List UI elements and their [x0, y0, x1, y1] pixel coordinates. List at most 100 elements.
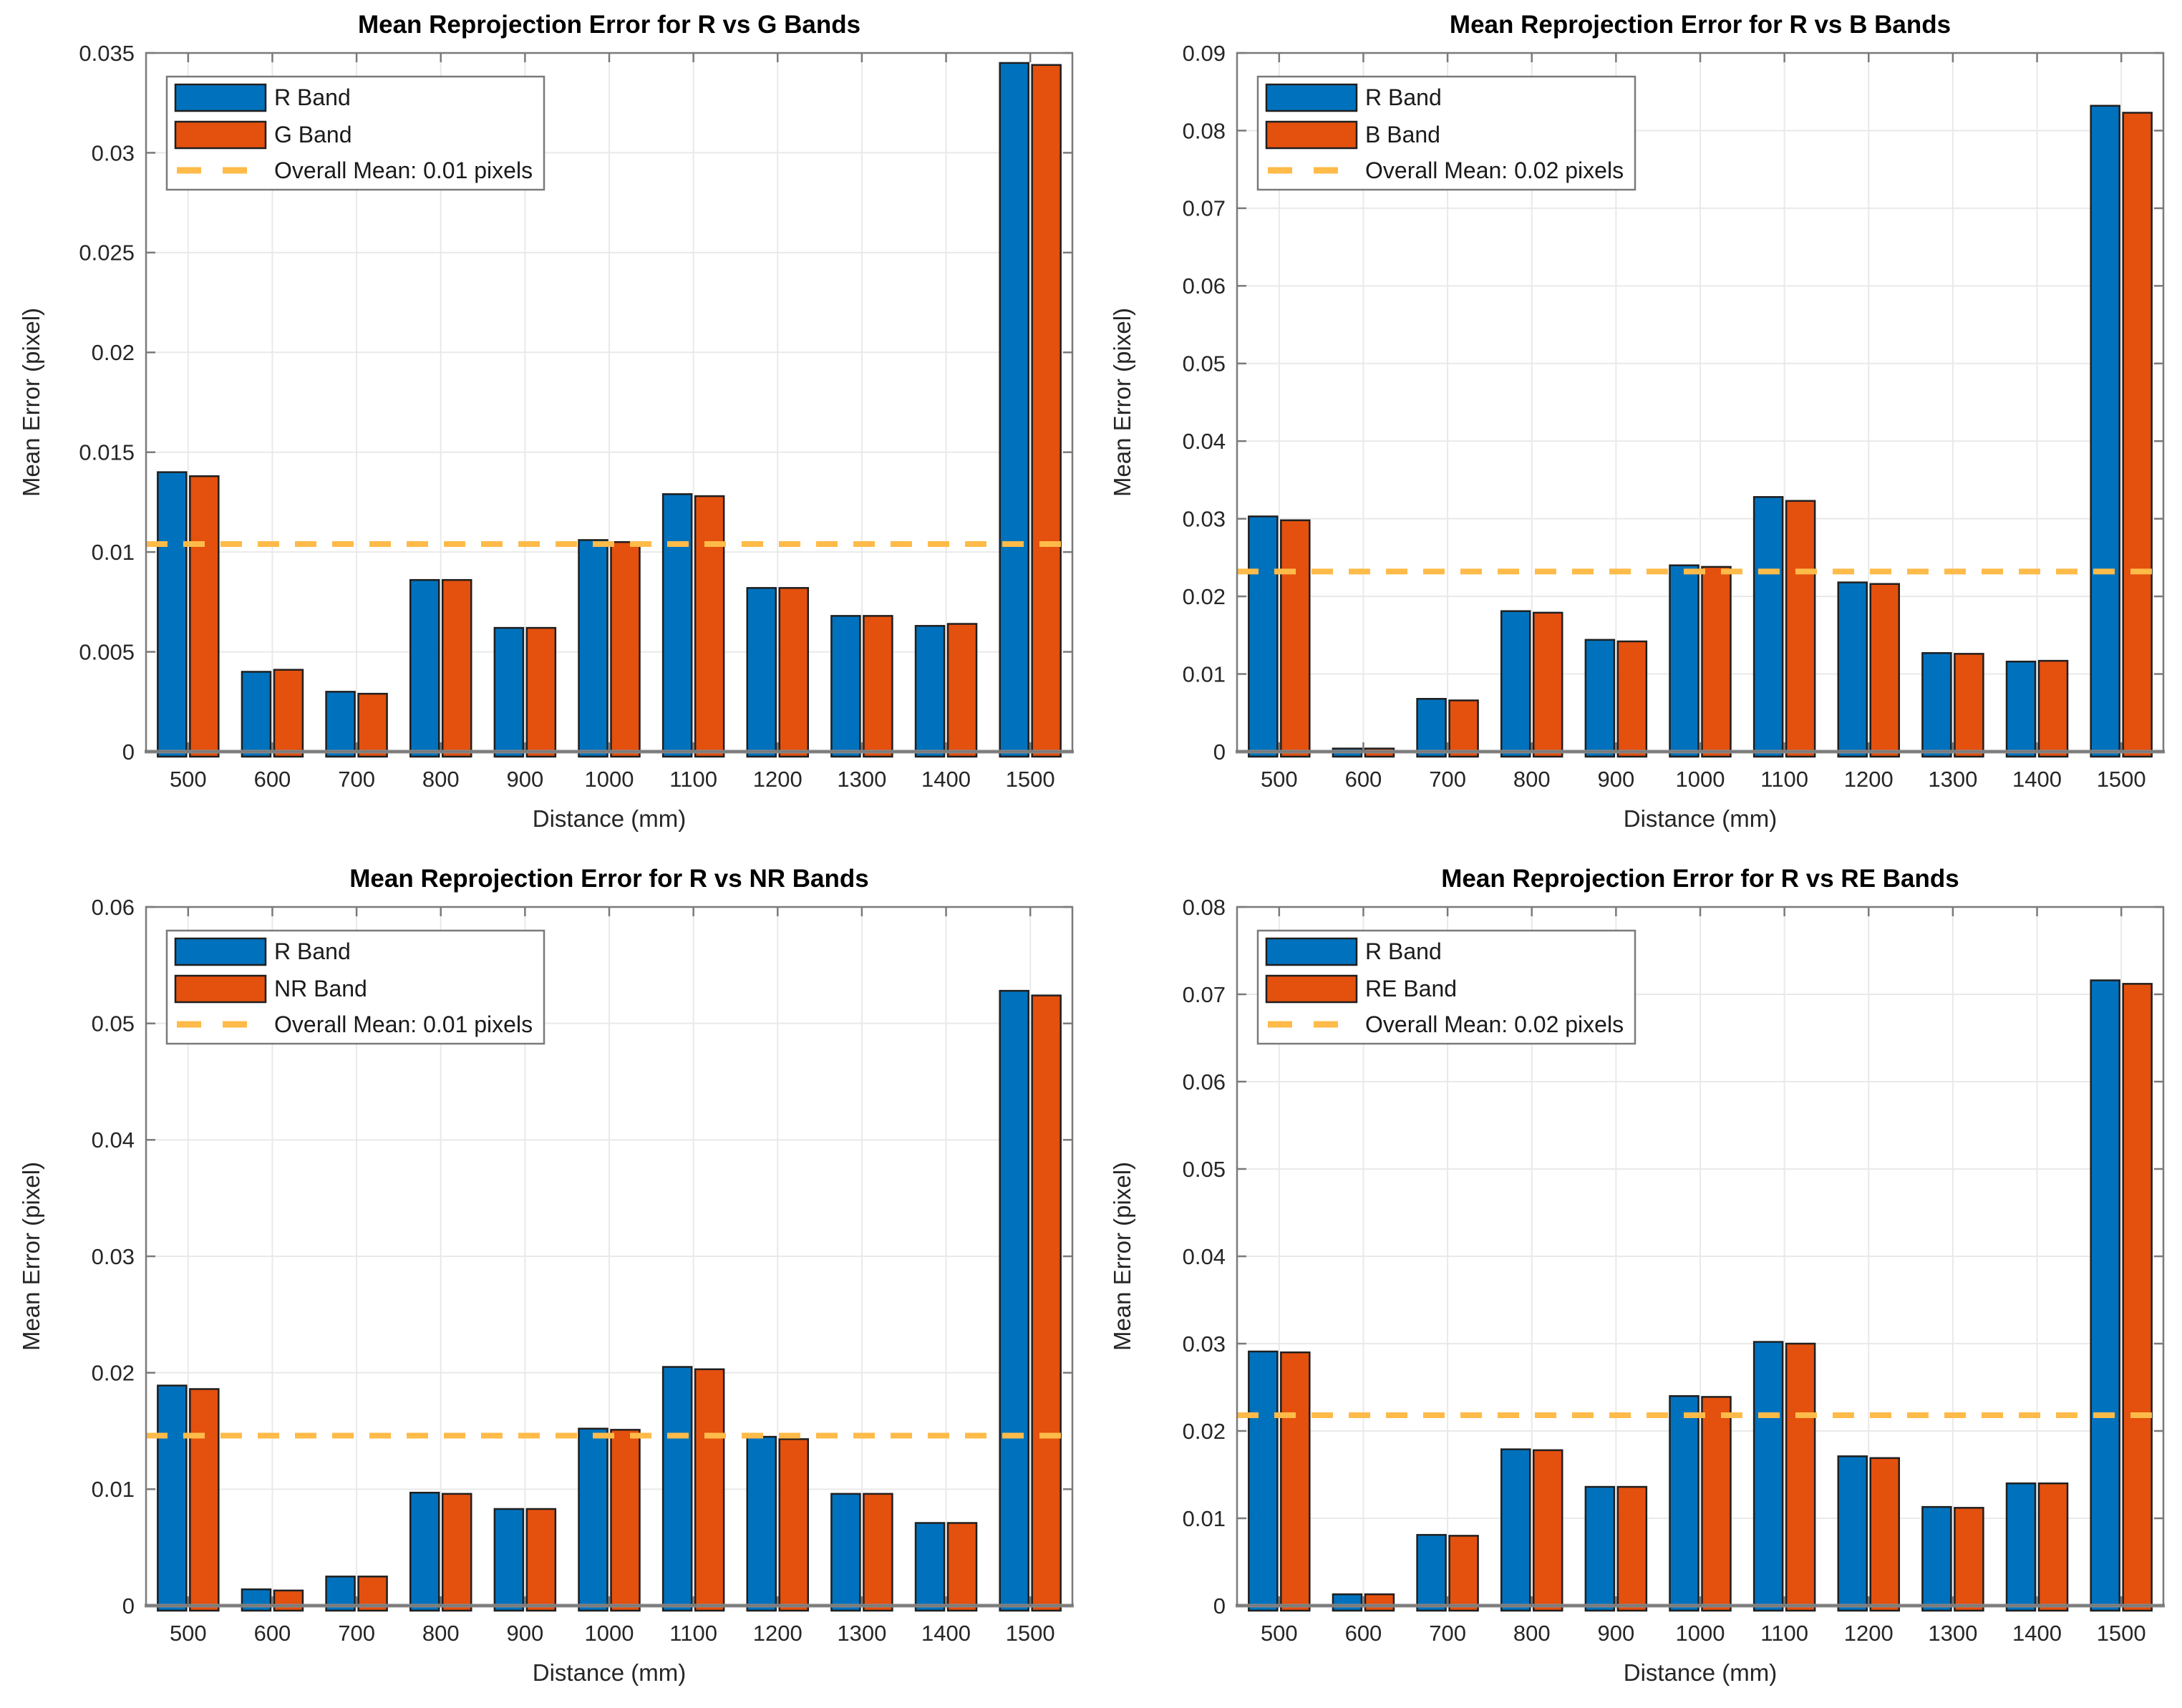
bar-r-band-500	[1248, 1350, 1279, 1612]
bar-nr-band-1000	[610, 1429, 641, 1612]
x-tick-label: 1300	[1928, 767, 1977, 792]
x-tick-label: 1100	[669, 767, 717, 792]
x-tick-label: 1500	[1006, 767, 1055, 792]
axes	[1236, 52, 2165, 754]
y-tick-label: 0.03	[92, 140, 135, 165]
x-tick-label: 1300	[837, 767, 886, 792]
x-tick-label: 500	[1261, 1621, 1298, 1646]
bar-r-band-1000	[1669, 1394, 1699, 1612]
bar-r-band-1300	[830, 1493, 861, 1612]
bar-re-band-1100	[1785, 1342, 1816, 1612]
x-tick-label: 700	[1429, 1621, 1466, 1646]
bar-re-band-700	[1448, 1535, 1479, 1612]
x-tick-label: 1200	[1844, 767, 1894, 792]
bar-r-band-900	[1584, 1485, 1616, 1612]
bar-r-band-600	[241, 671, 272, 758]
y-tick-label: 0.01	[1183, 1506, 1226, 1531]
y-tick-label: 0.07	[1183, 196, 1226, 221]
legend-label: R Band	[274, 84, 351, 110]
x-tick-label: 800	[1513, 767, 1551, 792]
legend-swatch-re-band	[1265, 974, 1358, 1004]
chart-cell-r-vs-b: 0 0.01 0.02 0.03 0.04 0.05 0.06 0.07 0.08 0.09 500…	[1091, 0, 2182, 854]
chart-title: Mean Reprojection Error for R vs NR Band…	[349, 865, 868, 893]
bar-g-band-1500	[1031, 64, 1062, 758]
y-axis-label: Mean Error (pixel)	[18, 308, 44, 497]
legend-label: G Band	[274, 122, 352, 147]
legend: R Band G Band Overall Mean: 0.01 pixels	[165, 75, 546, 191]
legend-swatch-b-band	[1265, 120, 1358, 150]
bar-re-band-600	[1364, 1593, 1395, 1612]
bar-b-band-1500	[2122, 112, 2153, 758]
x-tick-label: 800	[1513, 1621, 1551, 1646]
bar-nr-band-600	[273, 1589, 304, 1612]
y-tick-label: 0.06	[1183, 273, 1226, 299]
bar-nr-band-1500	[1031, 994, 1062, 1612]
x-tick-label: 500	[170, 767, 207, 792]
y-tick-label: 0.035	[79, 41, 135, 66]
legend-swatch-r-band	[1265, 937, 1358, 966]
bar-r-band-1500	[2090, 979, 2120, 1612]
y-tick-label: 0.02	[92, 340, 135, 365]
y-tick-label: 0.06	[1183, 1069, 1226, 1095]
chart-title: Mean Reprojection Error for R vs B Bands	[1450, 11, 1951, 39]
x-tick-label: 1000	[1676, 1621, 1725, 1646]
x-tick-label: 500	[170, 1621, 207, 1646]
bar-nr-band-1200	[778, 1438, 810, 1612]
x-tick-label: 1100	[1760, 1621, 1808, 1646]
y-tick-label: 0.04	[1183, 1244, 1226, 1269]
bars	[157, 62, 1062, 758]
bar-nr-band-800	[441, 1493, 472, 1612]
x-tick-label: 700	[1429, 767, 1466, 792]
bar-r-band-800	[409, 1491, 440, 1612]
x-axis-label: Distance (mm)	[1624, 805, 1778, 832]
chart-cell-r-vs-g: 0 0.005 0.01 0.015 0.02 0.025 0.03 0.035 500 600 7…	[0, 0, 1091, 854]
bar-r-band-1200	[1837, 1455, 1868, 1612]
x-tick-label: 1300	[1928, 1621, 1977, 1646]
bar-r-band-700	[1416, 1533, 1447, 1612]
y-tick-label: 0	[1213, 1593, 1226, 1619]
x-tick-label: 1200	[1844, 1621, 1894, 1646]
bar-re-band-1300	[1954, 1507, 1984, 1612]
bar-r-band-1400	[914, 625, 946, 758]
bar-r-band-800	[1500, 610, 1531, 758]
legend: R Band B Band Overall Mean: 0.02 pixels	[1256, 75, 1636, 191]
axes	[1236, 906, 2165, 1608]
x-tick-label: 600	[1345, 767, 1382, 792]
bar-r-band-1500	[999, 989, 1029, 1612]
y-axis-label: Mean Error (pixel)	[18, 1162, 44, 1351]
y-tick-label: 0.005	[79, 639, 135, 664]
bar-g-band-900	[525, 626, 557, 758]
tick-labels: 0 0.01 0.02 0.03 0.04 0.05 0.06 0.07 0.08 500 600 7…	[1183, 895, 2146, 1646]
legend: R Band RE Band Overall Mean: 0.02 pixels	[1256, 929, 1636, 1045]
bar-b-band-1200	[1869, 583, 1901, 758]
bar-b-band-1000	[1701, 566, 1732, 758]
x-tick-label: 1100	[669, 1621, 717, 1646]
axes	[145, 906, 1074, 1608]
bar-g-band-800	[441, 578, 472, 758]
x-tick-label: 1500	[2097, 1621, 2146, 1646]
bar-g-band-500	[189, 475, 220, 758]
bar-r-band-900	[493, 1508, 525, 1612]
x-tick-label: 1500	[1006, 1621, 1055, 1646]
x-tick-label: 1200	[753, 1621, 803, 1646]
y-tick-label: 0.03	[92, 1244, 135, 1269]
bar-r-band-1300	[1921, 652, 1952, 758]
legend-label-overall-mean: Overall Mean: 0.01 pixels	[274, 1011, 533, 1037]
y-tick-label: 0.03	[1183, 507, 1226, 532]
tick-labels: 0 0.01 0.02 0.03 0.04 0.05 0.06 0.07 0.08 0.09 500…	[1183, 41, 2146, 792]
chart-cell-r-vs-nr: 0 0.01 0.02 0.03 0.04 0.05 0.06 500 600 700 800 900…	[0, 854, 1091, 1708]
x-tick-label: 700	[338, 767, 375, 792]
y-tick-label: 0.06	[92, 895, 135, 920]
y-axis-label: Mean Error (pixel)	[1109, 1162, 1135, 1351]
tick-labels: 0 0.01 0.02 0.03 0.04 0.05 0.06 500 600 700 800 900…	[92, 895, 1055, 1646]
bar-b-band-1400	[2037, 659, 2069, 758]
bar-nr-band-1100	[694, 1368, 725, 1612]
y-tick-label: 0.01	[1183, 661, 1226, 686]
bar-r-band-1500	[999, 62, 1029, 758]
legend: R Band NR Band Overall Mean: 0.01 pixels	[165, 929, 546, 1045]
x-tick-label: 1400	[921, 1621, 971, 1646]
bar-r-band-1400	[2005, 660, 2037, 758]
x-tick-label: 600	[1345, 1621, 1382, 1646]
legend-label: NR Band	[274, 976, 367, 1001]
y-tick-label: 0.08	[1183, 118, 1226, 143]
